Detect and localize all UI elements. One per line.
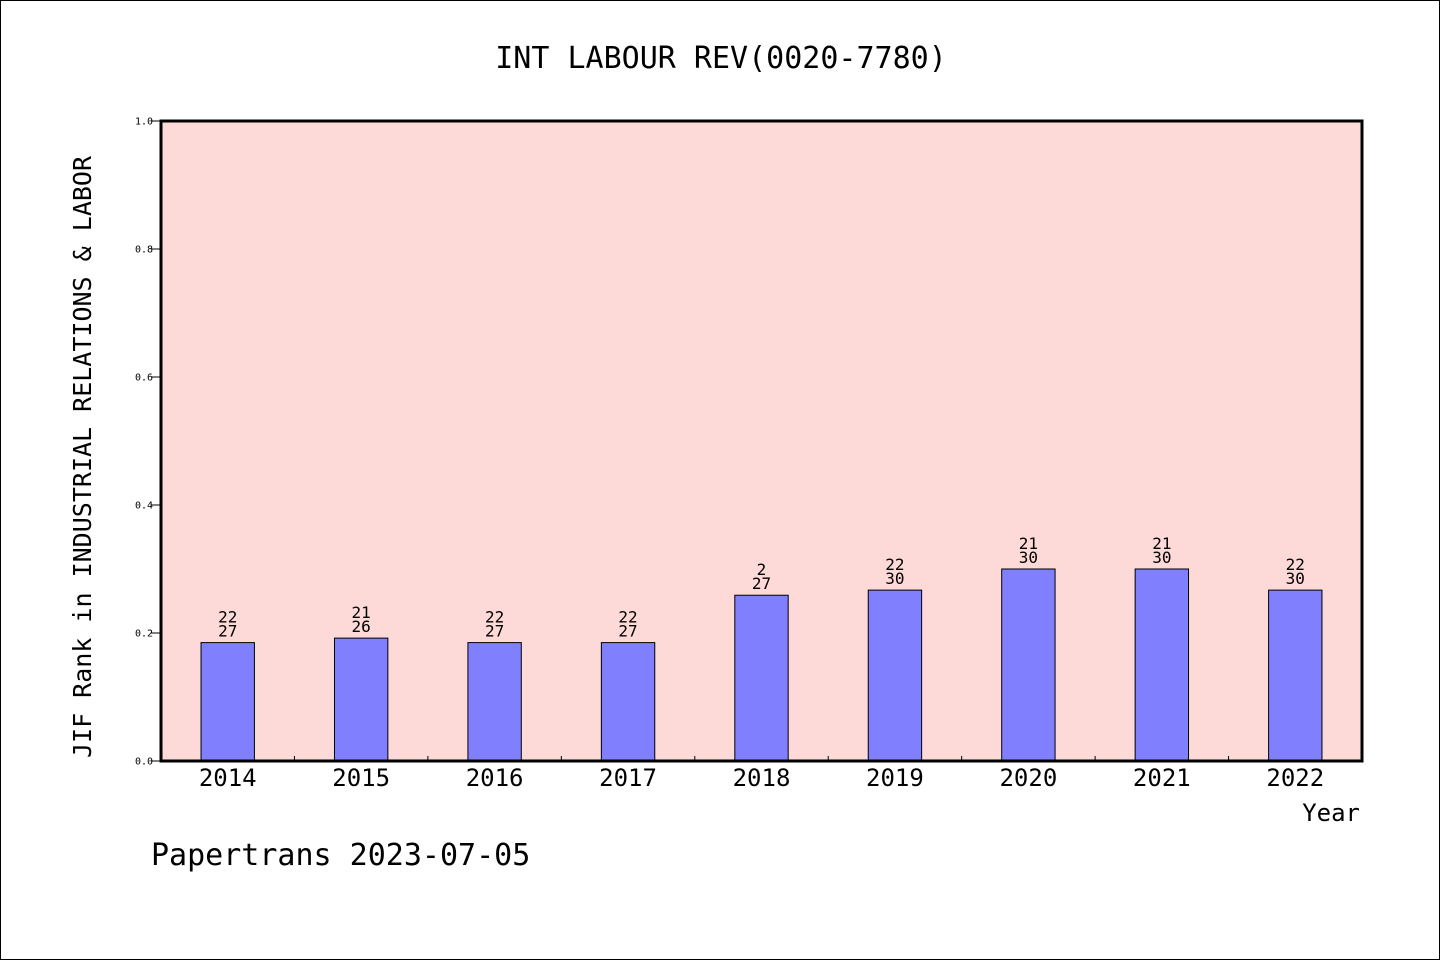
x-tick-label-2017: 2017 <box>599 764 657 792</box>
chart-title: INT LABOUR REV(0020-7780) <box>495 41 947 76</box>
bar-count-label-2017: 27 <box>618 622 637 641</box>
x-axis-label: Year <box>1302 799 1360 827</box>
bars-layer <box>200 568 1323 762</box>
y-axis-label: JIF Rank in INDUSTRIAL RELATIONS & LABOR <box>68 155 97 758</box>
bar-count-label-2016: 27 <box>485 622 504 641</box>
plot-border <box>159 119 1364 763</box>
x-tick-label-2022: 2022 <box>1266 764 1324 792</box>
bar-rank-label-2016: 22 <box>485 608 504 627</box>
x-tick-label-2016: 2016 <box>466 764 524 792</box>
footer-credit: Papertrans 2023-07-05 <box>151 838 530 873</box>
y-tick-label: 0.2 <box>135 629 153 640</box>
bar-rank-label-2015: 21 <box>352 603 371 622</box>
bar-rank-label-2022: 22 <box>1286 555 1305 574</box>
bar-rank-label-2020: 21 <box>1019 534 1038 553</box>
bar-count-label-2022: 30 <box>1286 569 1305 588</box>
y-axis-ticks: 0.0 0.2 0.4 0.6 0.8 1.0 <box>135 117 161 768</box>
bar-2018 <box>734 594 789 762</box>
bar-2022 <box>1268 589 1323 762</box>
bar-2019 <box>867 589 923 762</box>
bar-rank-label-2021: 21 <box>1152 534 1171 553</box>
bar-count-label-2015: 26 <box>352 617 371 636</box>
bar-rank-label-2019: 22 <box>885 555 904 574</box>
y-tick-label: 0.6 <box>135 373 153 384</box>
bar-2020 <box>1001 568 1056 762</box>
bar-count-label-2020: 30 <box>1019 548 1038 567</box>
y-tick-label: 0.4 <box>135 501 153 512</box>
bar-count-label-2014: 27 <box>218 622 237 641</box>
bar-count-label-2021: 30 <box>1152 548 1171 567</box>
x-tick-label-2015: 2015 <box>332 764 390 792</box>
bar-2021 <box>1134 568 1190 762</box>
y-tick-label: 1.0 <box>135 117 153 128</box>
bar-count-label-2018: 27 <box>752 574 771 593</box>
bar-2016 <box>467 642 522 762</box>
bar-2015 <box>333 637 389 762</box>
bar-rank-label-2014: 22 <box>218 608 237 627</box>
x-tick-label-2018: 2018 <box>733 764 791 792</box>
y-tick-label: 0.8 <box>135 245 153 256</box>
bar-rank-label-2018: 2 <box>757 560 767 579</box>
x-tick-label-2019: 2019 <box>866 764 924 792</box>
bar-rank-label-2017: 22 <box>618 608 637 627</box>
bar-count-label-2019: 30 <box>885 569 904 588</box>
x-tick-label-2020: 2020 <box>999 764 1057 792</box>
y-tick-label: 0.0 <box>135 757 153 768</box>
bar-2017 <box>600 642 656 762</box>
bar-2014 <box>200 642 255 762</box>
x-tick-label-2014: 2014 <box>199 764 257 792</box>
x-axis-ticks: 2014 2015 2016 2017 2018 2019 2020 2021 2022 <box>199 756 1324 792</box>
x-tick-label-2021: 2021 <box>1133 764 1191 792</box>
